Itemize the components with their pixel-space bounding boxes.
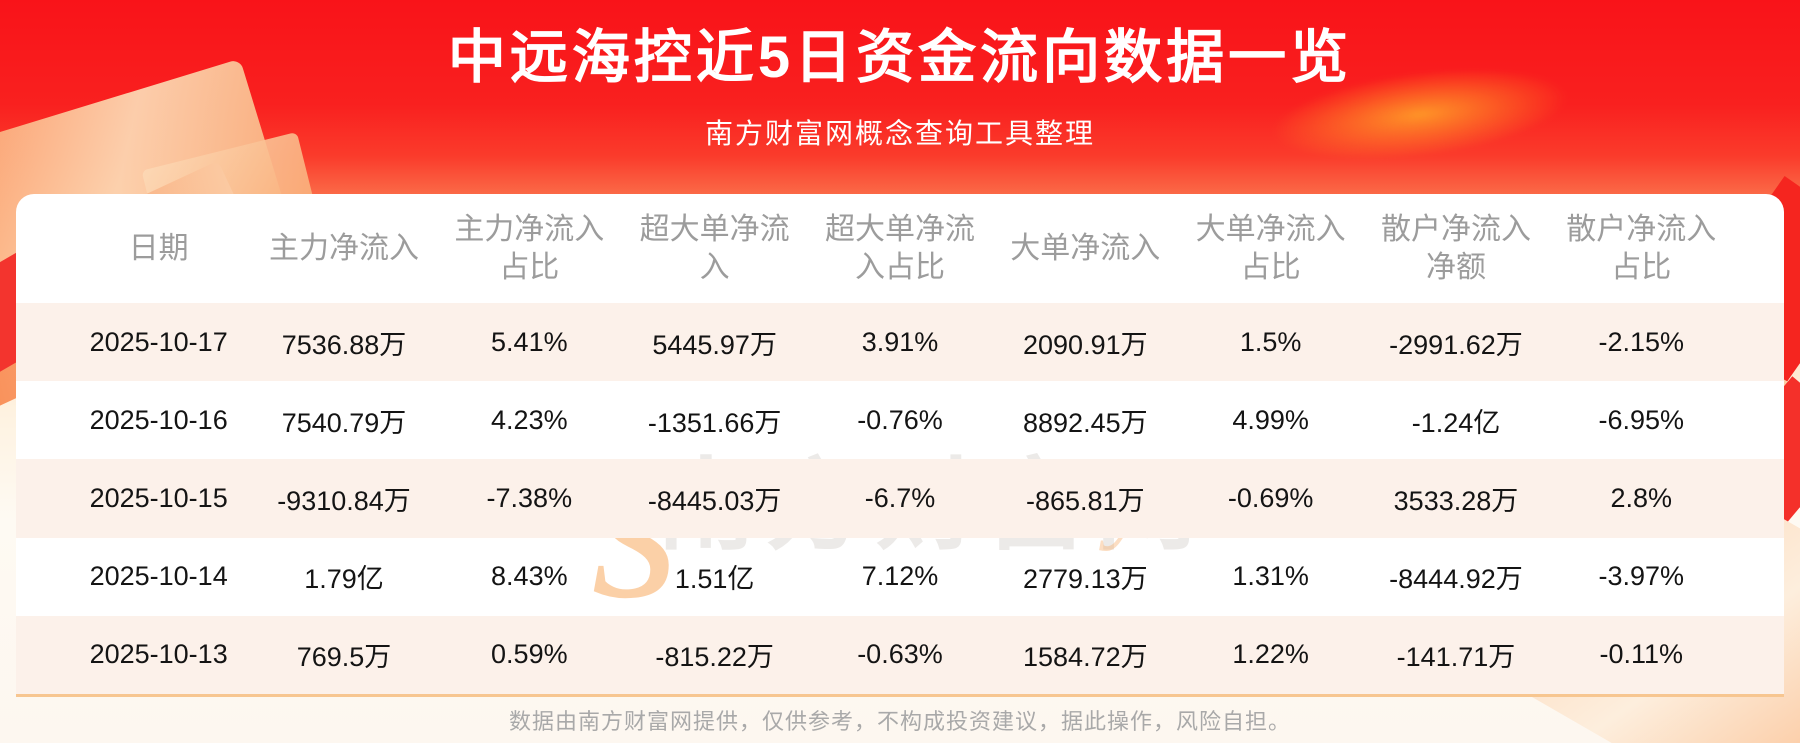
table-row-2025-10-16: 2025-10-16 7540.79万 4.23% -1351.66万 -0.76% 88… <box>16 381 1784 459</box>
date-cell: 2025-10-17 <box>89 326 228 357</box>
fund-flow-table: 日期 主力净流入 主力净流入 占比 超大单净流入超大单净流 入占比 大单净流入 大单净流入 占比… <box>16 194 1784 694</box>
value-cell: 3533.28万 <box>1393 486 1519 516</box>
value-cell: -6.95% <box>1598 404 1685 435</box>
value-cell: 1584.72万 <box>1023 642 1148 673</box>
header-cell-2: 主力净流入 占比 <box>454 212 605 284</box>
value-cell: 1.31% <box>1232 561 1309 592</box>
value-cell: 1.51亿 <box>674 564 755 595</box>
header-cell-3: 超大单净流入 <box>639 212 790 284</box>
date-cell: 2025-10-15 <box>89 483 228 513</box>
fund-flow-table-card: 南方财富网 southmoney.com 日期主力净流入主力净流入占比超大单净流… <box>16 194 1784 697</box>
value-cell: 0.59% <box>491 639 568 670</box>
value-cell: -2.15% <box>1598 326 1685 357</box>
value-cell: -2991.62万 <box>1389 329 1523 360</box>
value-cell: -865.81万 <box>1026 486 1145 516</box>
page-subtitle: 南方财富网概念查询工具整理 <box>704 118 1095 149</box>
table-body: 2025-10-17 7536.88万 5.41% 5445.97万 3.91% 2090… <box>16 303 1784 694</box>
value-cell: 7.12% <box>861 561 939 592</box>
value-cell: 1.5% <box>1239 326 1302 357</box>
value-cell: -6.7% <box>864 483 936 513</box>
value-cell: 7540.79万 <box>281 407 407 438</box>
value-cell: 4.99% <box>1232 404 1309 435</box>
date-cell: 2025-10-16 <box>89 404 228 435</box>
value-cell: -0.63% <box>857 639 943 670</box>
value-cell: 2779.13万 <box>1023 564 1148 595</box>
value-cell: -7.38% <box>486 483 573 513</box>
value-cell: -8445.03万 <box>647 486 782 516</box>
value-cell: -0.69% <box>1227 483 1314 513</box>
value-cell: 2090.91万 <box>1023 329 1148 360</box>
value-cell: -3.97% <box>1598 561 1685 592</box>
value-cell: -0.76% <box>857 404 943 435</box>
value-cell: 5.41% <box>491 326 568 357</box>
footer-disclaimer: 数据由南方财富网提供，仅供参考，不构成投资建议，据此操作，风险自担。 <box>508 709 1291 734</box>
header-cell-8: 散户净流入 占比 <box>1566 212 1717 284</box>
value-cell: -9310.84万 <box>277 486 411 516</box>
header-cell-1: 主力净流入 <box>268 231 419 265</box>
header-cell-4: 超大单净流 入占比 <box>824 212 975 284</box>
value-cell: -0.11% <box>1599 639 1684 670</box>
date-cell: 2025-10-14 <box>89 561 228 592</box>
value-cell: 3.91% <box>861 326 939 357</box>
table-row-2025-10-14: 2025-10-14 1.79亿 8.43% 1.51亿 7.12% 2779.13万 1.… <box>16 538 1784 616</box>
value-cell: 8892.45万 <box>1023 407 1148 438</box>
value-cell: 8.43% <box>491 561 568 592</box>
header-cell-6: 大单净流入 占比 <box>1195 212 1346 284</box>
value-cell: 4.23% <box>491 404 568 435</box>
table-row-2025-10-15: 2025-10-15 -9310.84万 -7.38% -8445.03万 -6.7% -… <box>16 459 1784 538</box>
value-cell: -141.71万 <box>1396 642 1516 673</box>
value-cell: 7536.88万 <box>281 329 407 360</box>
table-row-2025-10-17: 2025-10-17 7536.88万 5.41% 5445.97万 3.91% 2090… <box>16 303 1784 382</box>
value-cell: -1351.66万 <box>647 407 782 438</box>
value-cell: 5445.97万 <box>652 329 777 360</box>
value-cell: -815.22万 <box>655 642 774 673</box>
value-cell: 1.22% <box>1232 639 1309 670</box>
page-title: 中远海控近5日资金流向数据一览 <box>447 25 1353 90</box>
banner: 中远海控近5日资金流向数据一览 南方财富网概念查询工具整理 <box>0 0 1800 152</box>
header-cell-0: 日期 <box>128 231 189 265</box>
value-cell: 1.79亿 <box>304 564 384 595</box>
date-cell: 2025-10-13 <box>89 639 228 670</box>
header-cell-7: 散户净流入 净额 <box>1380 212 1531 284</box>
value-cell: 2.8% <box>1610 483 1673 513</box>
value-cell: -1.24亿 <box>1411 407 1501 438</box>
value-cell: -8444.92万 <box>1389 564 1523 595</box>
table-row-2025-10-13: 2025-10-13 769.5万 0.59% -815.22万 -0.63% 1584.… <box>16 615 1784 694</box>
table-header-row: 日期 主力净流入 主力净流入 占比 超大单净流入超大单净流 入占比 大单净流入 大单净流入 占比… <box>66 194 1734 303</box>
header-cell-5: 大单净流入 <box>1010 231 1161 265</box>
value-cell: 769.5万 <box>296 642 392 673</box>
